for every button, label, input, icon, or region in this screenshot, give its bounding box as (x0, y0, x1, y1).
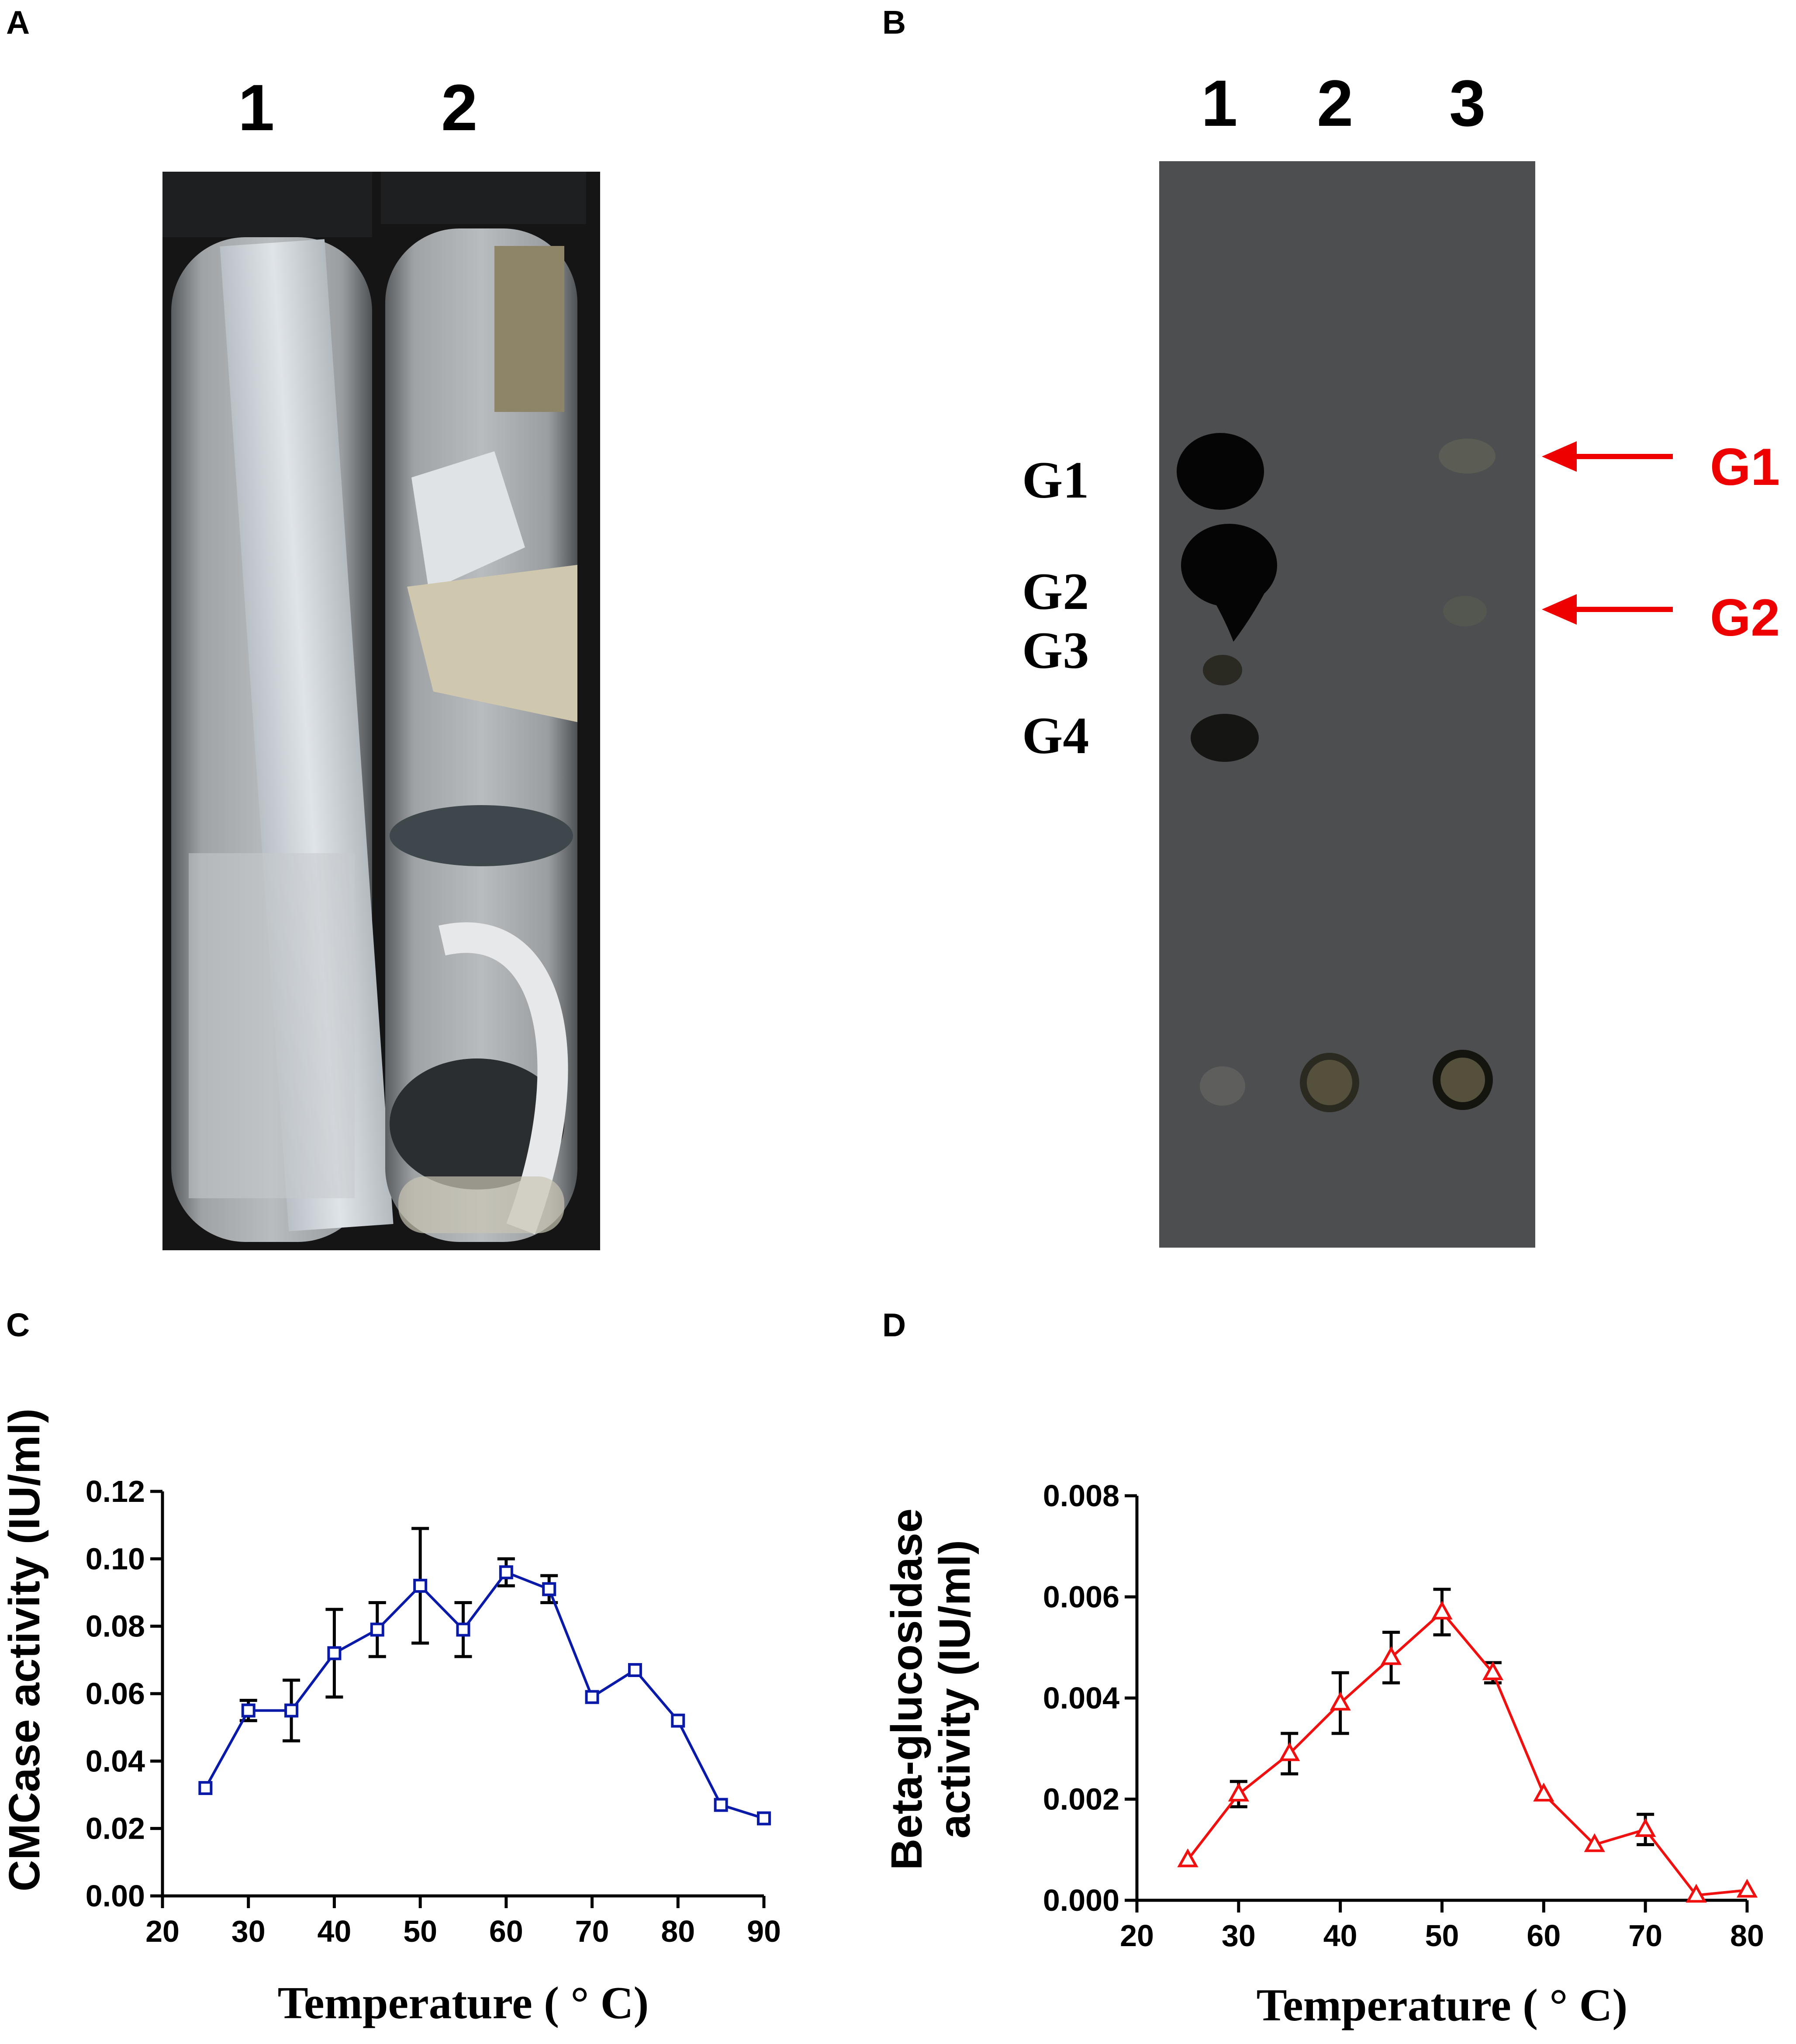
y-tick-label: 0.08 (86, 1609, 145, 1643)
spot-lane3-origin (1433, 1050, 1493, 1110)
spot-lane2-origin (1300, 1053, 1359, 1112)
spot-lane3-g2 (1443, 596, 1487, 626)
data-point (1685, 1884, 1707, 1903)
x-tick-label: 90 (747, 1914, 781, 1948)
x-tick-label: 60 (489, 1914, 523, 1948)
arrow-label-g1: G1 (1710, 438, 1780, 496)
arrow-g2-icon (1542, 594, 1577, 625)
x-tick-label: 50 (1425, 1919, 1459, 1953)
data-point (241, 1703, 256, 1718)
data-point (1228, 1782, 1249, 1802)
arrow-label-g2: G2 (1710, 588, 1780, 647)
y-tick-label: 0.008 (1043, 1479, 1119, 1513)
data-point (1482, 1661, 1504, 1681)
tube-label-2: 2 (441, 71, 478, 144)
spot-lane3-g1 (1439, 439, 1496, 474)
test-tubes-illustration (162, 172, 600, 1250)
x-tick-label: 70 (1628, 1919, 1662, 1953)
y-axis-title: CMCase activity (IU/ml) (0, 1408, 49, 1892)
x-tick-label: 20 (1120, 1919, 1154, 1953)
x-tick-label: 50 (403, 1914, 437, 1948)
panel-label-a: A (6, 4, 30, 41)
band-label-g2: G2 (1022, 562, 1089, 620)
spot-lane1-origin (1200, 1066, 1245, 1106)
data-point (1584, 1833, 1605, 1852)
y-tick-label: 0.000 (1043, 1883, 1119, 1917)
band-label-g4: G4 (1022, 706, 1089, 764)
data-point (1279, 1742, 1300, 1761)
data-point (1431, 1601, 1453, 1620)
y-tick-label: 0.06 (86, 1677, 145, 1711)
tube-label-1: 1 (238, 71, 275, 144)
data-point (1380, 1646, 1402, 1665)
data-point (1330, 1691, 1351, 1711)
data-point (284, 1703, 299, 1718)
data-point (1533, 1782, 1554, 1802)
data-point (1635, 1818, 1656, 1837)
y-tick-label: 0.04 (86, 1744, 145, 1778)
y-tick-label: 0.00 (86, 1879, 145, 1913)
data-point (585, 1690, 599, 1704)
y-tick-label: 0.006 (1043, 1580, 1119, 1614)
data-point (1177, 1848, 1198, 1868)
data-point (757, 1811, 771, 1826)
data-point (413, 1579, 428, 1593)
data-point (628, 1663, 642, 1677)
data-point (327, 1646, 342, 1660)
data-point (198, 1781, 213, 1795)
lane-label-1: 1 (1201, 66, 1238, 140)
x-tick-label: 20 (145, 1914, 180, 1948)
x-tick-label: 70 (575, 1914, 609, 1948)
x-axis-title: Temperature ( ° C) (1257, 1979, 1628, 2030)
lane-label-3: 3 (1449, 66, 1486, 140)
y-tick-label: 0.12 (86, 1474, 145, 1508)
data-point (542, 1582, 556, 1596)
x-axis-title: Temperature ( ° C) (278, 1977, 649, 2028)
data-point (370, 1622, 384, 1637)
y-axis-title: Beta-glucosidase (882, 1508, 931, 1870)
arrows (1542, 441, 1673, 625)
band-label-g3: G3 (1022, 621, 1089, 679)
x-tick-label: 80 (661, 1914, 695, 1948)
cmcase-activity-chart: 0.00 0.02 0.04 0.06 0.08 0.10 0.12 20 30 40 50 60 70… (0, 1408, 781, 2028)
y-tick-label: 0.10 (86, 1542, 145, 1576)
series-line (204, 1570, 764, 1820)
tlc-plate (1159, 161, 1535, 1248)
series-line (1187, 1610, 1748, 1897)
x-tick-label: 60 (1527, 1919, 1561, 1953)
panel-label-d: D (882, 1307, 906, 1343)
y-tick-label: 0.004 (1043, 1681, 1119, 1715)
x-tick-label: 40 (1323, 1919, 1357, 1953)
spot-lane1-g3 (1203, 655, 1242, 685)
data-point (456, 1622, 470, 1637)
arrow-g1-icon (1542, 441, 1577, 472)
data-point (1736, 1878, 1758, 1898)
y-tick-label: 0.002 (1043, 1782, 1119, 1816)
beta-glucosidase-activity-chart: 0.000 0.002 0.004 0.006 0.008 20 30 40 50 60 70 80 T… (882, 1479, 1764, 2030)
x-tick-label: 30 (231, 1914, 266, 1948)
band-label-g1: G1 (1022, 451, 1089, 509)
test-tubes-photo (162, 172, 600, 1250)
x-tick-label: 40 (317, 1914, 351, 1948)
data-point (671, 1713, 685, 1728)
panel-label-b: B (882, 4, 906, 41)
lane-label-2: 2 (1317, 66, 1354, 140)
y-tick-label: 0.02 (86, 1812, 145, 1846)
data-point (499, 1565, 513, 1580)
x-tick-label: 80 (1730, 1919, 1764, 1953)
data-point (714, 1798, 728, 1812)
panel-label-c: C (6, 1307, 30, 1343)
x-tick-label: 30 (1222, 1919, 1256, 1953)
y-axis-title: activity (IU/ml) (930, 1540, 979, 1839)
tlc-plate-spots (1159, 161, 1535, 1248)
spot-lane1-g4 (1191, 714, 1259, 762)
spot-lane1-g1 (1177, 433, 1264, 510)
